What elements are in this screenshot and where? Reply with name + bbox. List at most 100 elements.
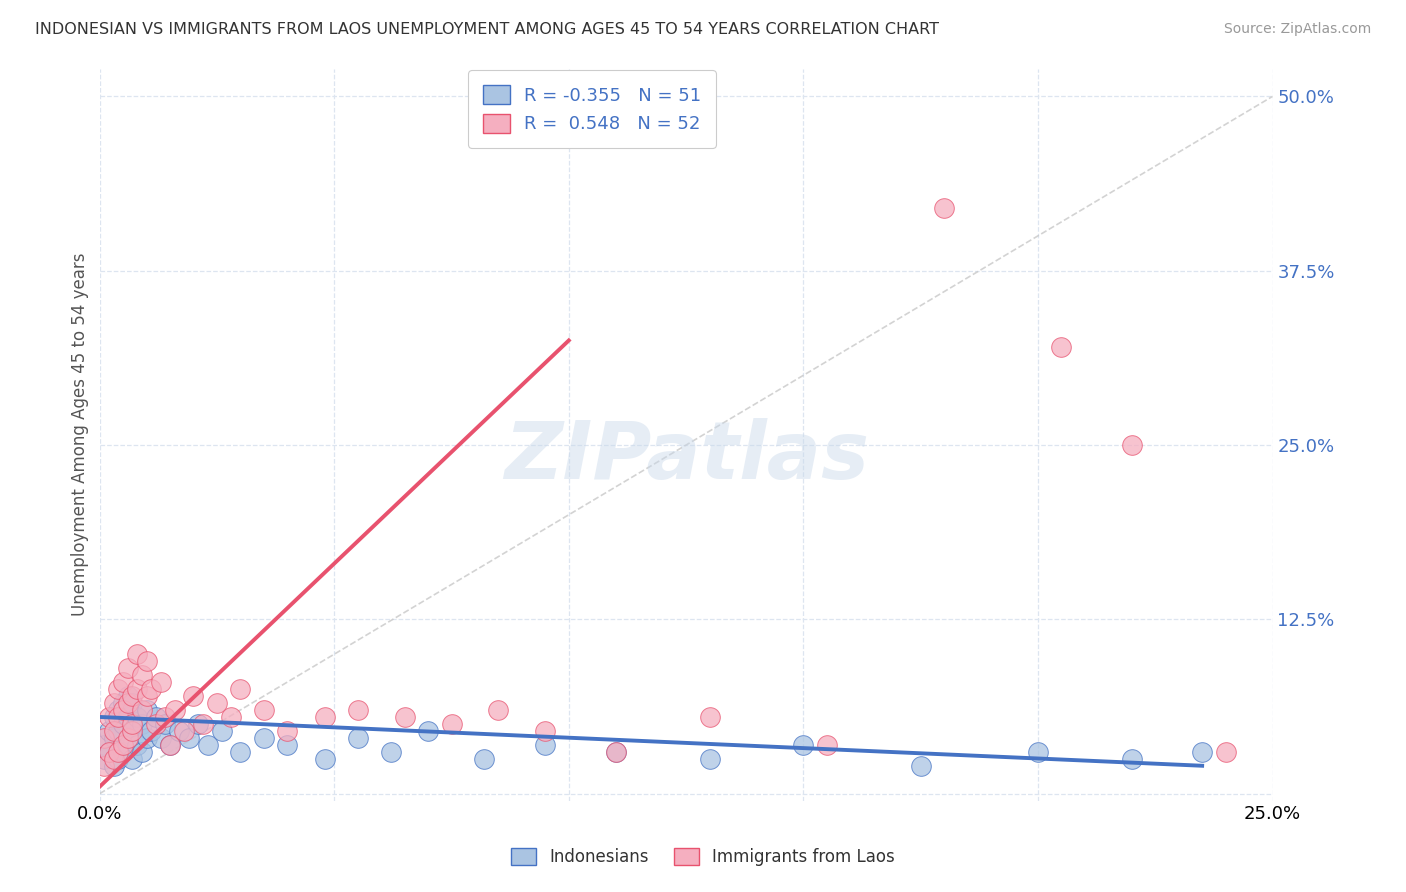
Point: [472, 752, 495, 766]
Point: [205, 696, 228, 710]
Point: [346, 731, 368, 745]
Point: [792, 738, 814, 752]
Point: [159, 738, 181, 752]
Text: ZIPatlas: ZIPatlas: [503, 417, 869, 496]
Point: [229, 745, 252, 759]
Point: [346, 703, 368, 717]
Point: [135, 703, 157, 717]
Point: [121, 723, 143, 738]
Point: [932, 201, 955, 215]
Point: [103, 752, 125, 766]
Point: [416, 723, 439, 738]
Point: [112, 675, 135, 690]
Point: [169, 723, 191, 738]
Point: [127, 647, 149, 661]
Legend: R = -0.355   N = 51, R =  0.548   N = 52: R = -0.355 N = 51, R = 0.548 N = 52: [468, 70, 716, 148]
Point: [117, 738, 139, 752]
Point: [1121, 752, 1143, 766]
Point: [159, 738, 181, 752]
Point: [380, 745, 402, 759]
Point: [276, 723, 298, 738]
Point: [699, 710, 721, 724]
Point: [131, 717, 153, 731]
Point: [121, 696, 143, 710]
Point: [229, 681, 252, 696]
Point: [127, 710, 149, 724]
Point: [135, 689, 157, 703]
Point: [1215, 745, 1237, 759]
Point: [605, 745, 627, 759]
Point: [131, 668, 153, 682]
Point: [93, 752, 115, 766]
Point: [103, 723, 125, 738]
Point: [127, 681, 149, 696]
Point: [98, 745, 121, 759]
Point: [127, 738, 149, 752]
Point: [1050, 340, 1073, 354]
Point: [488, 703, 510, 717]
Point: [253, 703, 276, 717]
Point: [107, 723, 129, 738]
Point: [121, 717, 143, 731]
Point: [253, 731, 276, 745]
Point: [112, 745, 135, 759]
Point: [135, 654, 157, 668]
Point: [177, 731, 200, 745]
Point: [183, 689, 205, 703]
Point: [276, 738, 298, 752]
Point: [93, 758, 115, 772]
Point: [1026, 745, 1049, 759]
Point: [440, 717, 463, 731]
Point: [93, 738, 115, 752]
Point: [117, 661, 139, 675]
Point: [163, 703, 186, 717]
Point: [219, 710, 242, 724]
Point: [155, 717, 177, 731]
Point: [131, 703, 153, 717]
Point: [135, 731, 157, 745]
Text: Source: ZipAtlas.com: Source: ZipAtlas.com: [1223, 22, 1371, 37]
Y-axis label: Unemployment Among Ages 45 to 54 years: Unemployment Among Ages 45 to 54 years: [72, 252, 89, 616]
Point: [145, 710, 167, 724]
Point: [534, 738, 557, 752]
Point: [149, 731, 172, 745]
Point: [103, 731, 125, 745]
Point: [314, 752, 336, 766]
Point: [117, 689, 139, 703]
Point: [187, 717, 209, 731]
Point: [605, 745, 627, 759]
Point: [112, 703, 135, 717]
Point: [394, 710, 416, 724]
Point: [910, 758, 932, 772]
Point: [155, 710, 177, 724]
Point: [149, 675, 172, 690]
Point: [191, 717, 214, 731]
Point: [197, 738, 219, 752]
Point: [131, 745, 153, 759]
Point: [699, 752, 721, 766]
Point: [1121, 438, 1143, 452]
Point: [98, 710, 121, 724]
Point: [112, 738, 135, 752]
Point: [117, 710, 139, 724]
Point: [107, 681, 129, 696]
Point: [815, 738, 838, 752]
Point: [98, 745, 121, 759]
Point: [145, 717, 167, 731]
Text: INDONESIAN VS IMMIGRANTS FROM LAOS UNEMPLOYMENT AMONG AGES 45 TO 54 YEARS CORREL: INDONESIAN VS IMMIGRANTS FROM LAOS UNEMP…: [35, 22, 939, 37]
Point: [112, 717, 135, 731]
Point: [534, 723, 557, 738]
Point: [117, 696, 139, 710]
Point: [93, 731, 115, 745]
Point: [141, 723, 163, 738]
Point: [107, 745, 129, 759]
Legend: Indonesians, Immigrants from Laos: Indonesians, Immigrants from Laos: [498, 834, 908, 880]
Point: [314, 710, 336, 724]
Point: [121, 723, 143, 738]
Point: [121, 752, 143, 766]
Point: [107, 703, 129, 717]
Point: [98, 723, 121, 738]
Point: [141, 681, 163, 696]
Point: [107, 752, 129, 766]
Point: [1191, 745, 1213, 759]
